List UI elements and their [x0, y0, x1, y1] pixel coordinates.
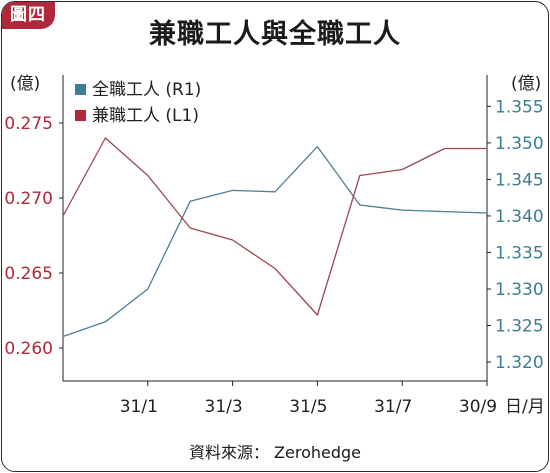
legend-label: 全職工人 (R1)	[92, 80, 201, 100]
legend-swatch	[75, 84, 86, 95]
right-tick-label: 1.325	[495, 316, 544, 336]
chart-title: 兼職工人與全職工人	[149, 19, 401, 50]
legend-swatch	[75, 110, 86, 121]
source-note: 資料來源： Zerohedge	[188, 443, 362, 462]
figure-badge: 圖四	[2, 2, 55, 29]
left-tick-label: 0.275	[4, 114, 53, 134]
right-tick-label: 1.345	[495, 170, 544, 190]
left-tick-label: 0.270	[4, 189, 53, 209]
full-time-series-line	[62, 145, 488, 338]
right-tick-label: 1.320	[495, 353, 544, 373]
left-axis-unit: (億)	[10, 74, 40, 94]
right-tick-label: 1.330	[495, 280, 544, 300]
x-tick-label: 30/9	[459, 397, 497, 417]
x-tick-label: 31/7	[374, 397, 412, 417]
left-tick-label: 0.265	[4, 264, 53, 284]
left-tick-label: 0.260	[4, 339, 53, 359]
legend-label: 兼職工人 (L1)	[92, 106, 199, 126]
right-axis-unit: (億)	[511, 74, 541, 94]
x-axis-unit: 日/月	[505, 397, 545, 417]
right-tick-label: 1.350	[495, 134, 544, 154]
right-tick-label: 1.340	[495, 207, 544, 227]
right-tick-label: 1.355	[495, 97, 544, 117]
part-time-series-line	[62, 137, 487, 316]
x-tick-label: 31/1	[120, 397, 158, 417]
right-tick-label: 1.335	[495, 243, 544, 263]
x-tick-label: 31/5	[289, 397, 327, 417]
x-tick-label: 31/3	[205, 397, 243, 417]
